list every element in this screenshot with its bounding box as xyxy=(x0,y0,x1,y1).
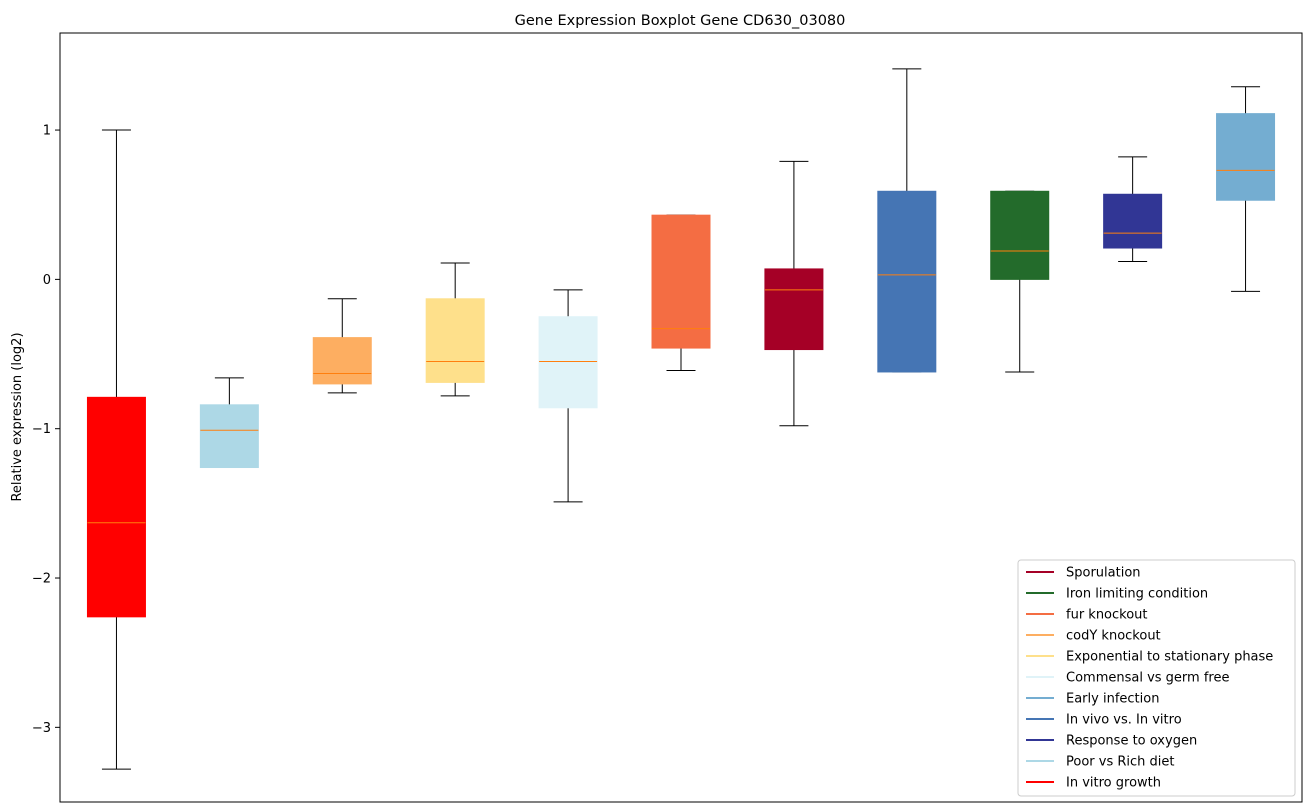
box-body xyxy=(1216,113,1276,201)
y-tick-label: −3 xyxy=(32,721,51,736)
box-in-vivo-vs-in-vitro xyxy=(877,68,937,373)
box-sporulation xyxy=(764,160,824,427)
box-iron-limiting-condition xyxy=(990,190,1050,373)
box-response-to-oxygen xyxy=(1103,156,1163,262)
y-tick-label: −2 xyxy=(32,572,51,587)
box-commensal-vs-germ-free xyxy=(538,289,598,503)
legend-label: Iron limiting condition xyxy=(1066,587,1208,602)
box-exponential-to-stationary-phase xyxy=(425,262,485,397)
legend-frame xyxy=(1017,559,1296,797)
y-tick-label: 0 xyxy=(43,273,51,288)
box-early-infection xyxy=(1216,86,1276,292)
chart-title: Gene Expression Boxplot Gene CD630_03080 xyxy=(515,13,846,29)
legend-label: fur knockout xyxy=(1066,608,1148,623)
box-body xyxy=(538,316,598,409)
box-body xyxy=(990,190,1050,280)
box-body xyxy=(199,404,259,469)
legend-label: Poor vs Rich diet xyxy=(1066,755,1174,770)
box-fur-knockout xyxy=(651,214,711,371)
legend-label: codY knockout xyxy=(1066,629,1161,644)
legend-label: Response to oxygen xyxy=(1066,734,1197,749)
legend-label: In vitro growth xyxy=(1066,776,1161,791)
box-cody-knockout xyxy=(312,298,372,394)
box-body xyxy=(86,396,146,618)
legend-label: Commensal vs germ free xyxy=(1066,671,1229,686)
box-body xyxy=(651,214,711,349)
y-tick-label: −1 xyxy=(32,422,51,437)
boxes-group xyxy=(86,68,1276,770)
box-body xyxy=(312,337,372,385)
box-poor-vs-rich-diet xyxy=(199,377,259,469)
y-tick-label: 1 xyxy=(43,124,51,139)
box-in-vitro-growth xyxy=(86,129,146,770)
legend-label: In vivo vs. In vitro xyxy=(1066,713,1182,728)
legend: Sporulation Iron limiting condition fur kn… xyxy=(1017,559,1296,797)
legend-label: Exponential to stationary phase xyxy=(1066,650,1273,665)
y-axis: 1 0 −1 −2 −3 xyxy=(32,124,60,736)
box-body xyxy=(764,268,824,351)
box-body xyxy=(1103,193,1163,249)
y-axis-label: Relative expression (log2) xyxy=(10,332,25,501)
box-body xyxy=(877,190,937,373)
legend-label: Early infection xyxy=(1066,692,1159,707)
box-body xyxy=(425,298,485,383)
legend-label: Sporulation xyxy=(1066,566,1141,581)
plot-frame xyxy=(59,32,1303,803)
